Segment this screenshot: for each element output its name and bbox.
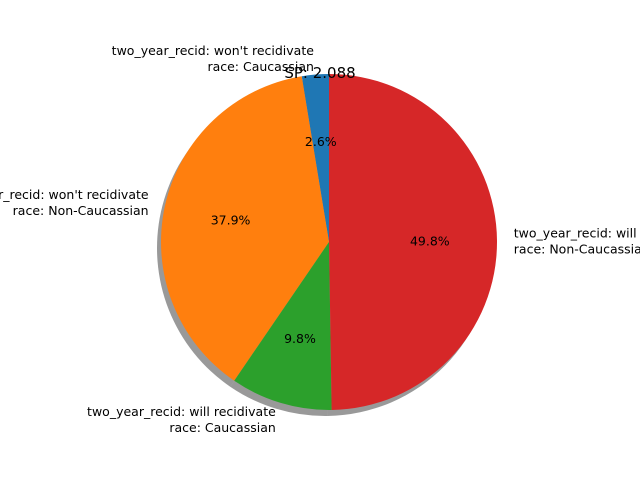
pie-slice-0 — [301, 74, 329, 242]
chart-title: SP: 2.088 — [284, 64, 355, 82]
pie-slice-3 — [329, 74, 498, 410]
pie-slice-percent-label-1: 37.9% — [211, 213, 251, 228]
pie-outer-labels: two_year_recid: won't recidivate race: Ca… — [0, 43, 640, 435]
pie-slice-2 — [234, 242, 332, 410]
pie-slice-1 — [161, 76, 329, 381]
pie-slice-outer-label-2: two_year_recid: will recidivate race: Cau… — [87, 404, 276, 435]
pie-percent-labels: 2.6% 37.9% 9.8% 49.8% — [211, 134, 450, 346]
pie-slice-outer-label-0: two_year_recid: won't recidivate race: Ca… — [112, 43, 315, 74]
pie-slice-percent-label-2: 9.8% — [284, 331, 316, 346]
pie-slices — [161, 74, 498, 410]
pie-slice-percent-label-3: 49.8% — [410, 234, 450, 249]
pie-slice-percent-label-0: 2.6% — [305, 134, 337, 149]
